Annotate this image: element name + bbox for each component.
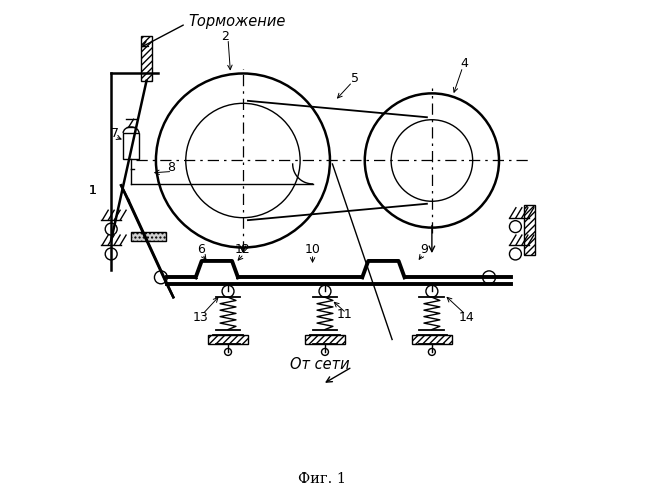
- Text: 9: 9: [421, 244, 428, 256]
- Text: 1: 1: [89, 184, 97, 197]
- Bar: [524, 205, 535, 255]
- Polygon shape: [362, 261, 404, 278]
- Bar: [131, 232, 166, 241]
- Text: 2: 2: [222, 30, 230, 43]
- Text: Фиг. 1: Фиг. 1: [299, 472, 346, 486]
- Bar: [305, 334, 345, 344]
- Bar: [208, 334, 248, 344]
- Text: 12: 12: [235, 244, 251, 256]
- Text: 13: 13: [193, 310, 208, 324]
- Text: 5: 5: [351, 72, 359, 85]
- Text: 10: 10: [304, 244, 321, 256]
- Text: 7: 7: [111, 126, 119, 140]
- Bar: [123, 133, 139, 159]
- Text: 8: 8: [167, 162, 175, 174]
- Polygon shape: [195, 261, 238, 278]
- Text: 6: 6: [197, 244, 204, 256]
- Text: От сети: От сети: [290, 357, 350, 372]
- Bar: [412, 334, 452, 344]
- Bar: [141, 36, 152, 81]
- Text: 4: 4: [461, 57, 468, 70]
- Text: 14: 14: [459, 310, 475, 324]
- Text: 11: 11: [337, 308, 353, 321]
- Text: Торможение: Торможение: [188, 14, 286, 29]
- Text: 1: 1: [89, 184, 97, 197]
